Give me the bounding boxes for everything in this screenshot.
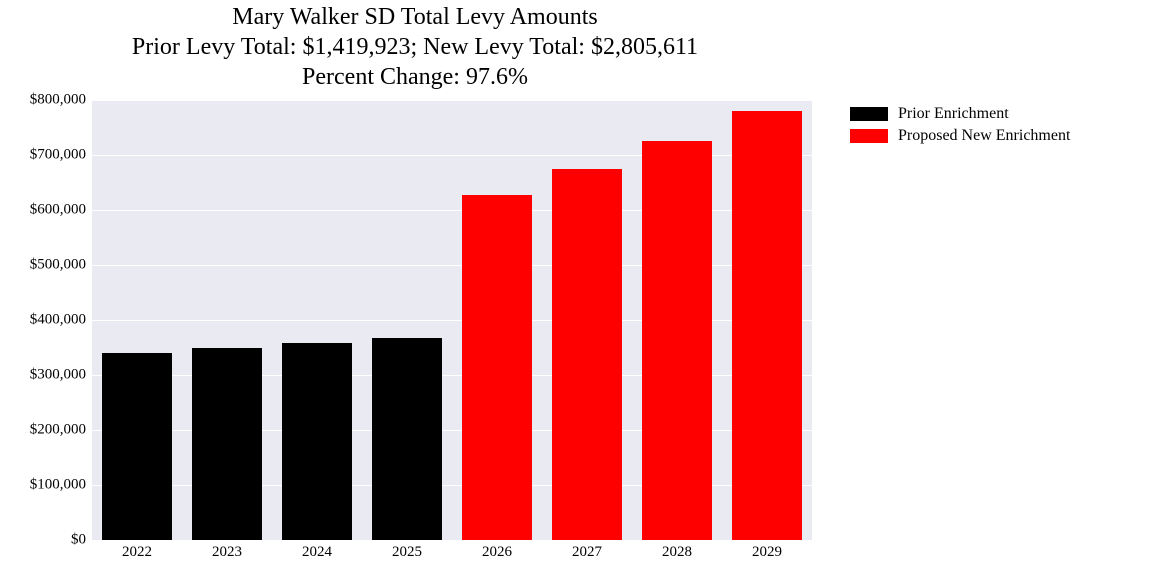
y-tick-label: $300,000 [30, 367, 92, 384]
y-tick-label: $600,000 [30, 202, 92, 219]
bar [282, 343, 352, 540]
bar [462, 195, 532, 540]
chart-container: Mary Walker SD Total Levy Amounts Prior … [0, 0, 1152, 576]
legend-swatch [850, 107, 888, 121]
legend: Prior Enrichment Proposed New Enrichment [850, 105, 1070, 149]
legend-label: Prior Enrichment [898, 105, 1009, 123]
y-tick-label: $0 [71, 532, 92, 549]
y-tick-label: $400,000 [30, 312, 92, 329]
title-line-2: Prior Levy Total: $1,419,923; New Levy T… [0, 32, 830, 62]
x-tick-label: 2029 [752, 540, 782, 561]
y-tick-label: $100,000 [30, 477, 92, 494]
legend-swatch [850, 129, 888, 143]
plot-area: $0$100,000$200,000$300,000$400,000$500,0… [92, 100, 812, 540]
bar [192, 348, 262, 541]
x-tick-label: 2028 [662, 540, 692, 561]
title-line-1: Mary Walker SD Total Levy Amounts [0, 2, 830, 32]
legend-item: Proposed New Enrichment [850, 127, 1070, 145]
bar [102, 353, 172, 540]
bar [372, 338, 442, 540]
y-tick-label: $700,000 [30, 147, 92, 164]
legend-label: Proposed New Enrichment [898, 127, 1070, 145]
x-tick-label: 2024 [302, 540, 332, 561]
legend-item: Prior Enrichment [850, 105, 1070, 123]
x-tick-label: 2023 [212, 540, 242, 561]
gridline [92, 540, 812, 541]
bar [732, 111, 802, 540]
x-tick-label: 2026 [482, 540, 512, 561]
bar [552, 169, 622, 540]
y-tick-label: $200,000 [30, 422, 92, 439]
x-tick-label: 2027 [572, 540, 602, 561]
chart-title-block: Mary Walker SD Total Levy Amounts Prior … [0, 2, 830, 92]
gridline [92, 100, 812, 101]
y-tick-label: $800,000 [30, 92, 92, 109]
y-tick-label: $500,000 [30, 257, 92, 274]
title-line-3: Percent Change: 97.6% [0, 62, 830, 92]
bar [642, 141, 712, 540]
x-tick-label: 2025 [392, 540, 422, 561]
x-tick-label: 2022 [122, 540, 152, 561]
